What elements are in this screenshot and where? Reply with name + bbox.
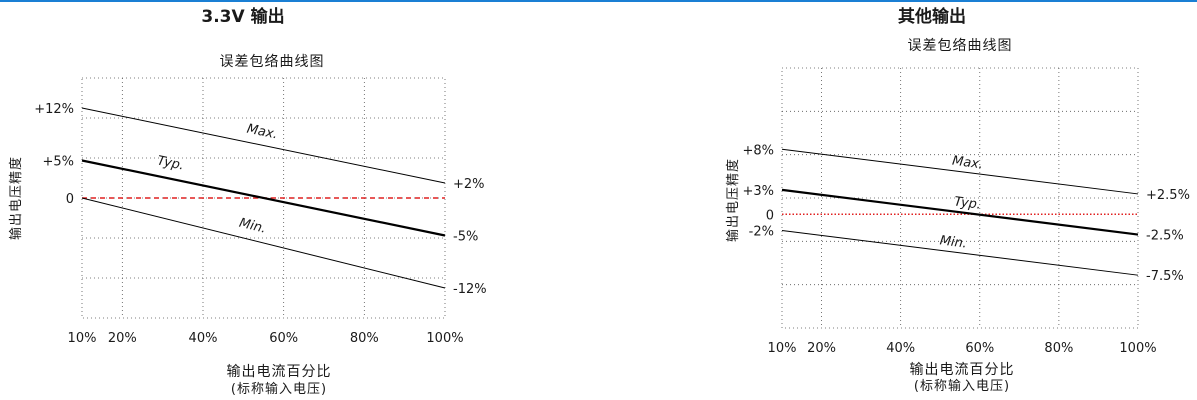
chart2-x-tick-label: 60% [965,341,994,356]
chart2-series-min-line [781,230,1139,276]
chart1-series-typ-label: Typ. [156,154,185,174]
chart1-left-value-label: +12% [34,102,74,117]
chart1-series-max-label: Max. [246,122,279,143]
chart2-x-tick-label: 20% [807,341,836,356]
chart2-x-tick-label: 80% [1044,341,1073,356]
chart2-series-typ-label: Typ. [953,195,982,213]
chart1-x-tick-label: 60% [269,331,298,346]
chart1-series-min-line [81,197,446,289]
chart1-series-max-line [81,107,446,184]
chart2-right-value-label: +2.5% [1146,188,1190,203]
chart1-left-value-label: 0 [66,192,74,207]
chart2-x-axis-label: 输出电流百分比 [910,362,1015,378]
chart1-x-tick-label: 20% [108,331,137,346]
chart2-left-value-label: +3% [742,184,774,199]
chart1-x-tick-label: 40% [189,331,218,346]
chart2-right-value-label: -7.5% [1146,269,1184,284]
chart1-x-tick-label: 80% [350,331,379,346]
chart1-y-axis-label: 输出电压精度 [8,156,24,240]
chart2-section-title: 其他输出 [898,6,966,27]
chart2-title: 误差包络曲线图 [908,38,1013,54]
chart1-x-axis-sublabel: (标称输入电压) [231,381,327,397]
chart1-right-value-label: -12% [453,282,487,297]
chart1-x-tick-label: 10% [68,331,97,346]
plot-layer: Max. Typ. Min. +12% +5% 0 +2% -5% -12% 10% 20% 40% 6… [34,67,1190,356]
chart2-x-tick-label: 10% [768,341,797,356]
chart1-series-min-label: Min. [238,216,268,237]
chart2-y-axis-label: 输出电压精度 [725,158,741,242]
chart2-series-min-label: Min. [939,233,968,251]
chart2-series-max-label: Max. [951,154,984,173]
top-accent-rule [0,0,1197,2]
chart1-right-value-label: -5% [453,230,478,245]
chart2-right-value-label: -2.5% [1146,229,1184,244]
chart2-x-axis-sublabel: (标称输入电压) [914,378,1010,394]
chart2-series-max-line [781,148,1139,195]
chart2-left-value-label: +8% [742,143,774,158]
chart1-plot-frame [81,77,446,319]
chart1-series-typ-line [81,159,446,237]
chart2-left-value-label: -2% [749,225,774,240]
chart2-x-tick-label: 40% [886,341,915,356]
chart1-right-value-label: +2% [453,177,485,192]
chart1-section-title: 3.3V 输出 [201,6,284,27]
chart2-left-value-label: 0 [766,208,774,223]
chart1-left-value-label: +5% [42,155,74,170]
chart1-x-axis-label: 输出电流百分比 [227,364,332,380]
chart2-series-typ-line [781,188,1139,236]
chart2-x-tick-label: 100% [1119,341,1156,356]
chart1-title: 误差包络曲线图 [220,54,325,70]
chart1-x-tick-label: 100% [426,331,463,346]
